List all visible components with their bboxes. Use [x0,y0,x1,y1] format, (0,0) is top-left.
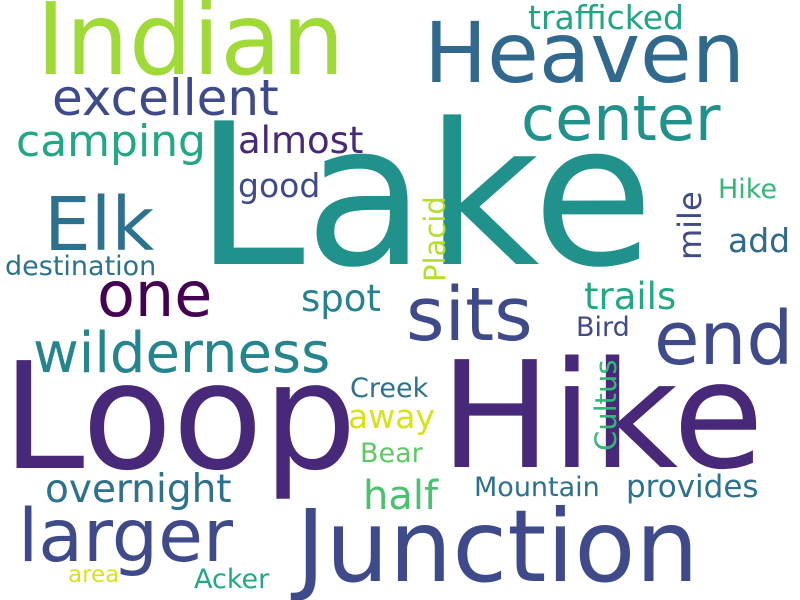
word-half: half [363,473,439,519]
word-almost: almost [238,119,364,162]
word-wilderness: wilderness [33,321,331,386]
word-indian: Indian [36,0,345,98]
word-add: add [728,221,791,260]
word-mile: mile [671,191,709,260]
word-cultus: Cultus [589,359,623,451]
word-trails: trails [584,275,677,318]
word-area: area [68,562,120,588]
word-larger: larger [18,494,234,579]
word-end: end [654,296,794,382]
word-mountain: Mountain [474,472,600,503]
word-elk: Elk [44,182,155,268]
word-hike: Hike [440,330,764,502]
word-away: away [348,397,435,436]
word-excellent: excellent [52,69,279,127]
word-lake: Lake [195,82,654,311]
word-spot: spot [301,277,381,320]
word-overnight: overnight [45,467,232,512]
word-creek: Creek [350,373,429,404]
word-one: one [97,258,213,331]
word-placid: Placid [418,196,452,282]
word-camping: camping [16,116,206,167]
word-junction: Junction [296,488,699,600]
word-acker: Acker [194,564,270,595]
word-heaven: Heaven [424,4,745,102]
word-center: center [521,82,721,155]
word-provides: provides [626,469,759,505]
word-bear: Bear [360,438,423,469]
word-bird: Bird [576,312,630,343]
word-loop: Loop [2,331,357,503]
word-good: good [238,166,321,205]
word-destination: destination [5,251,157,282]
word-trafficked: trafficked [528,0,684,37]
word-hike-small: Hike [718,174,778,205]
word-sits: sits [406,272,533,358]
